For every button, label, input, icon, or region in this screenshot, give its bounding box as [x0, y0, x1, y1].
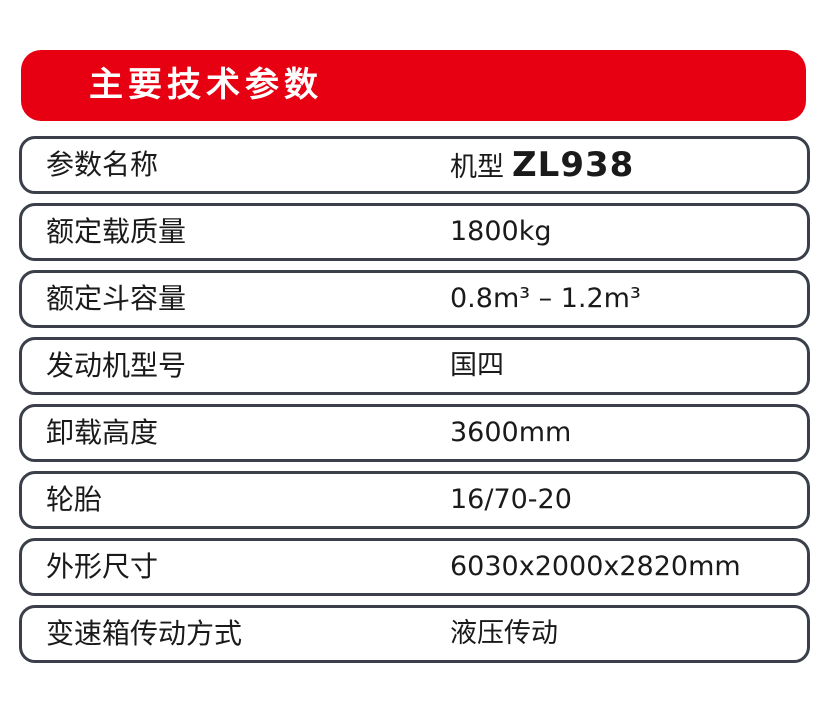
param-value: 1800kg [450, 216, 552, 247]
model-name: ZL938 [512, 145, 635, 185]
param-name-header: 参数名称 [46, 148, 159, 181]
page-title: 主要技术参数 [89, 65, 323, 105]
param-value: 16/70-20 [450, 484, 572, 515]
param-value: 国四 [450, 350, 504, 381]
param-label: 变速箱传动方式 [46, 617, 243, 650]
param-label: 外形尺寸 [46, 550, 159, 583]
table-row: 额定斗容量 0.8m³ – 1.2m³ [19, 270, 810, 328]
param-value: 3600mm [450, 417, 572, 448]
model-prefix: 机型 [450, 152, 504, 183]
table-row: 轮胎 16/70-20 [19, 471, 810, 529]
table-row: 变速箱传动方式 液压传动 [19, 605, 810, 663]
table-header-row: 参数名称 机型 ZL938 [19, 136, 810, 194]
table-row: 外形尺寸 6030x2000x2820mm [19, 538, 810, 596]
param-label: 额定斗容量 [46, 282, 187, 315]
table-row: 卸载高度 3600mm [19, 404, 810, 462]
title-banner: 主要技术参数 [21, 50, 806, 121]
param-label: 额定载质量 [46, 215, 187, 248]
table-row: 额定载质量 1800kg [19, 203, 810, 261]
model-header: 机型 ZL938 [450, 147, 634, 186]
param-value: 6030x2000x2820mm [450, 551, 741, 582]
param-label: 轮胎 [46, 483, 103, 516]
param-value: 0.8m³ – 1.2m³ [450, 283, 641, 314]
param-label: 卸载高度 [46, 416, 159, 449]
param-label: 发动机型号 [46, 349, 187, 382]
table-row: 发动机型号 国四 [19, 337, 810, 395]
param-value: 液压传动 [450, 618, 558, 649]
